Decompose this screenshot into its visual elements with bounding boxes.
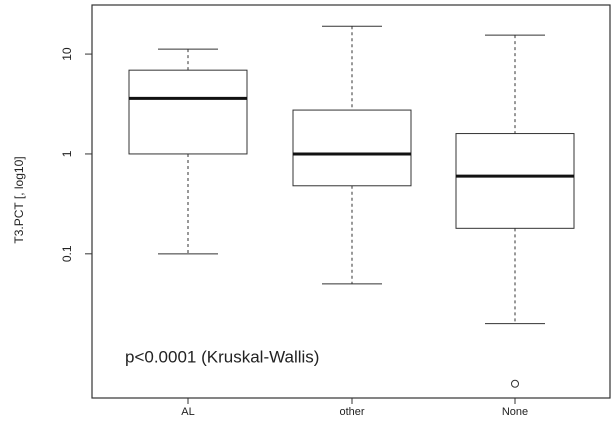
box <box>128 69 248 155</box>
plot-frame <box>91 4 611 399</box>
y-tick-label: 1 <box>60 150 74 157</box>
box <box>455 133 575 229</box>
x-tick-label: other <box>339 406 364 418</box>
x-tick-label: AL <box>181 406 194 418</box>
outlier <box>511 379 519 388</box>
x-tick-label: None <box>502 406 528 418</box>
box <box>292 109 412 187</box>
y-axis-label: T3.PCT [, log10] <box>12 156 26 243</box>
y-tick-label: 0.1 <box>60 245 74 262</box>
y-tick-label: 10 <box>60 47 74 61</box>
annotation: p<0.0001 (Kruskal-Wallis) <box>125 347 319 366</box>
